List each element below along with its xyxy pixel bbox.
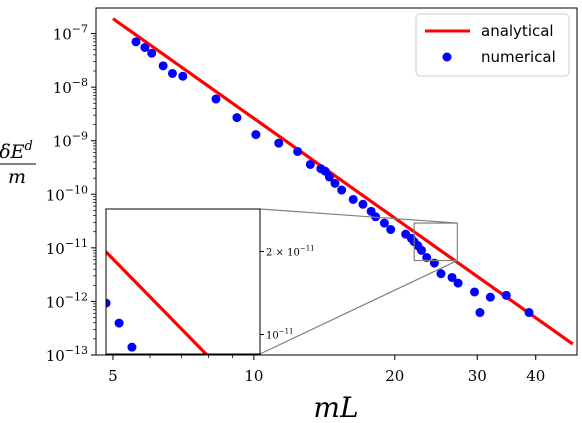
plot-frame [95, 7, 578, 356]
numerical-point-35 [485, 292, 495, 302]
inset-connector-bottom [259, 259, 458, 355]
x-axis-label: mL [313, 391, 358, 423]
numerical-point-3 [158, 61, 168, 71]
legend: analytical numerical [415, 13, 570, 77]
y-axis-ticks: 10−13 10−12 10−11 10−10 10−9 10−8 10−7 [46, 23, 96, 365]
inset-analytical-line [106, 249, 209, 354]
numerical-point-22 [386, 225, 396, 235]
numerical-point-34 [475, 308, 485, 318]
numerical-point-17 [348, 194, 358, 204]
main-plot-content [112, 17, 574, 346]
y-axis-label-numerator: δEd [0, 139, 33, 163]
x-axis-ticks: 5 10 20 30 40 [108, 355, 545, 385]
numerical-point-18 [358, 199, 368, 209]
inset-indicator [259, 208, 458, 355]
y-tick-label-1: 10−12 [46, 290, 88, 311]
numerical-point-7 [232, 113, 242, 123]
numerical-point-29 [429, 258, 439, 268]
y-tick-label-2: 10−11 [46, 237, 88, 258]
legend-numerical-label: numerical [481, 48, 556, 66]
numerical-point-33 [470, 287, 480, 297]
y-tick-label-6: 10−7 [53, 23, 88, 44]
numerical-point-36 [501, 290, 511, 300]
y-axis-label: δEd m [0, 139, 36, 188]
legend-analytical-label: analytical [481, 22, 554, 40]
numerical-point-4 [167, 68, 177, 78]
zoom-region-box [413, 222, 458, 262]
x-tick-label-1: 10 [244, 367, 263, 385]
analytical-line [112, 17, 574, 346]
y-tick-label-5: 10−8 [53, 76, 88, 97]
numerical-point-15 [330, 178, 340, 188]
x-tick-label-4: 40 [526, 367, 545, 385]
numerical-point-21 [379, 218, 389, 228]
numerical-point-27 [416, 245, 426, 255]
x-tick-label-0: 5 [108, 367, 118, 385]
numerical-point-16 [337, 185, 347, 195]
numerical-point-28 [422, 253, 432, 263]
numerical-point-0 [131, 37, 141, 47]
inset-numerical-point-26 [114, 318, 124, 328]
inset-connector-top [259, 208, 458, 224]
numerical-point-5 [178, 71, 188, 81]
numerical-point-8 [251, 130, 261, 140]
y-tick-label-3: 10−10 [46, 183, 88, 204]
numerical-point-2 [147, 48, 157, 58]
numerical-point-1 [140, 42, 150, 52]
numerical-point-10 [293, 146, 303, 156]
legend-numerical-swatch [442, 52, 452, 62]
y-tick-label-4: 10−9 [53, 130, 88, 151]
inset-plot-content [106, 249, 209, 354]
inset-numerical-point-27 [127, 342, 137, 352]
numerical-point-32 [453, 278, 463, 288]
x-tick-label-2: 20 [385, 367, 404, 385]
y-axis-label-denominator: m [8, 166, 26, 188]
numerical-point-37 [524, 308, 534, 318]
numerical-point-9 [274, 138, 284, 148]
inset-frame [105, 208, 261, 355]
numerical-point-11 [305, 159, 315, 169]
numerical-point-30 [436, 269, 446, 279]
inset-numerical-point-25 [106, 298, 111, 308]
inset-y-ticks: 2 × 10−11 10−11 [260, 244, 315, 342]
inset-y-tick-label-1: 10−11 [266, 328, 294, 342]
numerical-point-31 [447, 272, 457, 282]
y-tick-label-0: 10−13 [46, 344, 88, 365]
numerical-point-6 [211, 94, 221, 104]
inset-y-tick-label-0: 2 × 10−11 [266, 244, 315, 258]
x-tick-label-3: 30 [468, 367, 487, 385]
numerical-point-14 [324, 172, 334, 182]
